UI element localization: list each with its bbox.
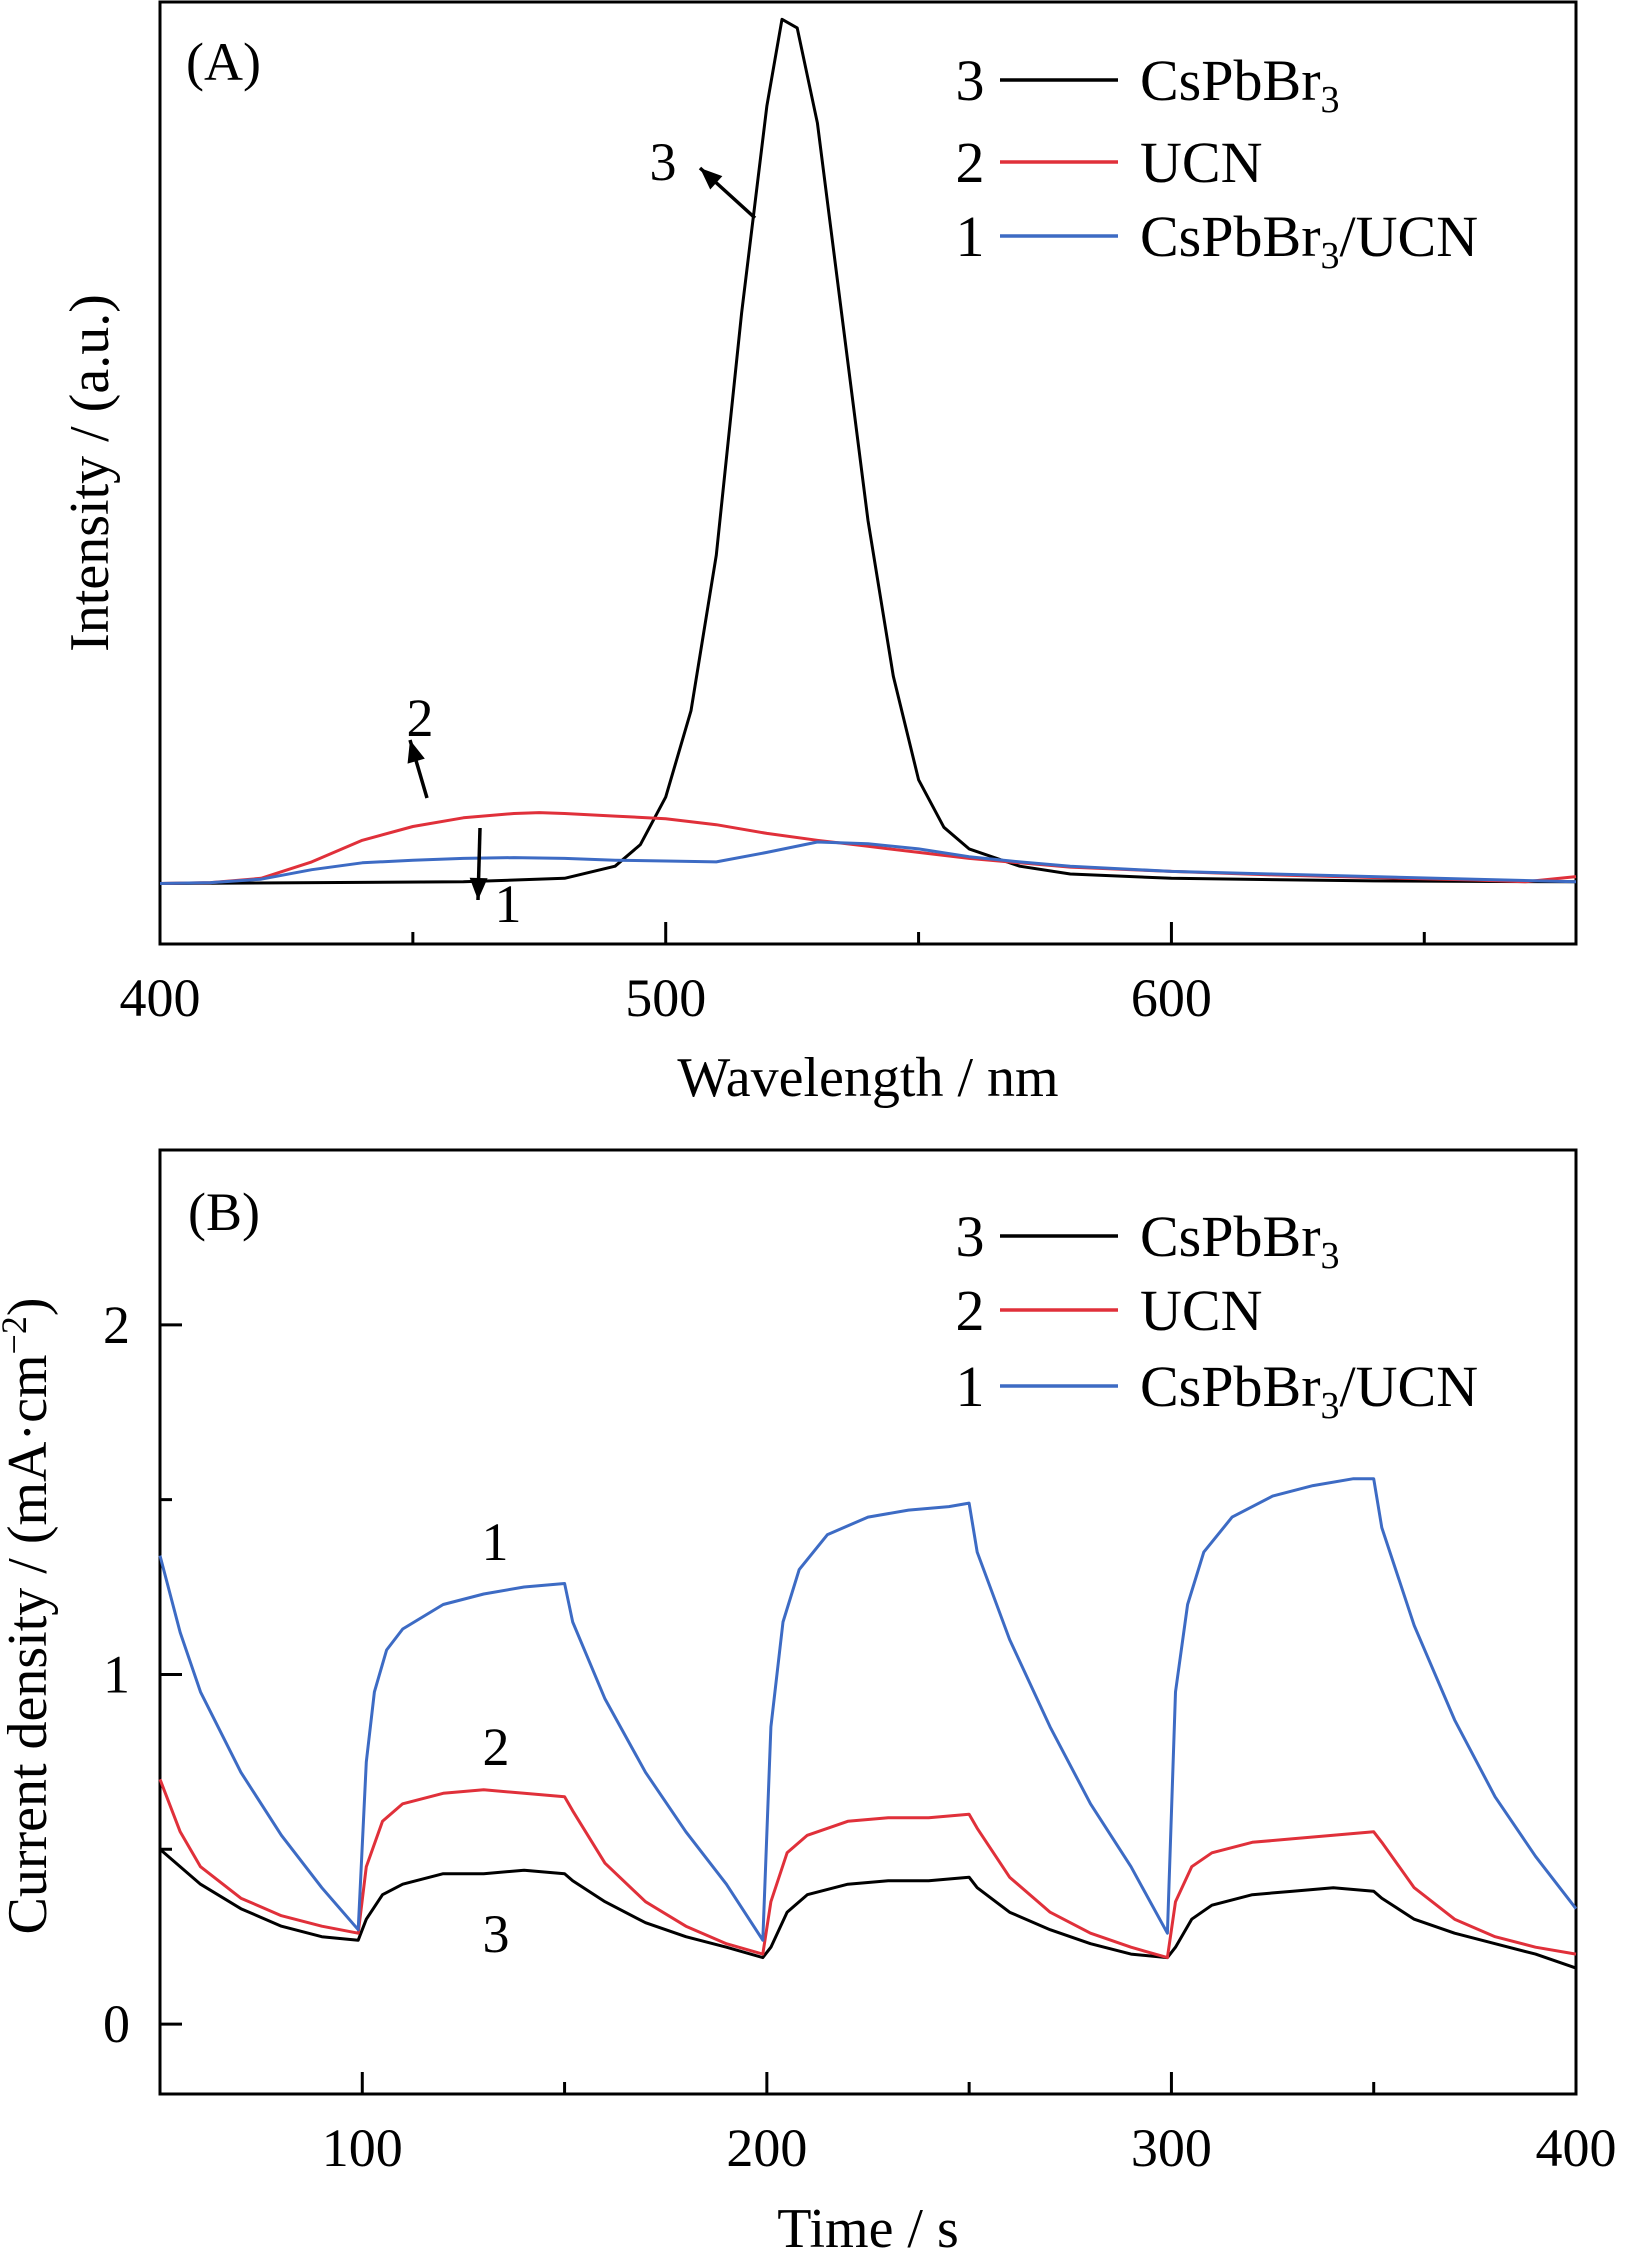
x-tick-label: 200 (726, 2118, 807, 2178)
legend-label: CsPbBr3/UCN (1140, 1354, 1478, 1427)
legend-number: 2 (956, 1278, 985, 1343)
panel-a-plot-frame (158, 0, 1578, 946)
panel-b-ticks: 100 200 300 400 0 1 2 (103, 1295, 1617, 2178)
legend-label-subscript: 3 (1321, 1385, 1340, 1427)
curve-annotation-3: 3 (483, 1904, 510, 1964)
panel-b-y-axis-title-main: Current density / (mA·cm (0, 1354, 59, 1934)
panel-b-y-axis-title: Current density / (mA·cm−2) (0, 1297, 59, 1934)
series-line-3 (159, 1848, 1577, 1970)
panel-b-plot-frame (158, 1148, 1578, 2096)
legend-number: 3 (956, 1204, 985, 1269)
legend-number: 1 (956, 1354, 985, 1419)
legend-number: 2 (956, 130, 985, 195)
series-line-2 (158, 1778, 1577, 1960)
panel-a-ticks: 400 500 600 (120, 922, 1426, 1028)
legend-label-base: CsPbBr (1140, 1204, 1321, 1269)
x-tick-label: 100 (322, 2118, 403, 2178)
legend-label-subscript: 3 (1321, 79, 1340, 121)
x-tick-label: 600 (1131, 968, 1212, 1028)
x-tick-label: 500 (625, 968, 706, 1028)
x-tick-label: 400 (1536, 2118, 1617, 2178)
legend-label-subscript: 3 (1321, 1235, 1340, 1277)
y-tick-label: 2 (103, 1295, 130, 1355)
y-tick-label: 0 (103, 1994, 130, 2054)
legend-label: CsPbBr3/UCN (1140, 204, 1478, 277)
annotation-arrow-head (469, 877, 488, 900)
curve-annotation-2: 2 (483, 1717, 510, 1777)
series-line-1 (159, 840, 1577, 885)
panel-a-label: (A) (186, 32, 261, 92)
annotation-arrow-head (407, 740, 425, 764)
legend-label-subscript: 3 (1321, 235, 1340, 277)
legend-label: UCN (1140, 130, 1262, 195)
panel-b-series (158, 1477, 1578, 1970)
panel-a-series (159, 17, 1577, 885)
series-line-2 (159, 811, 1577, 885)
panel-a-annotations: 3 2 1 (407, 132, 757, 934)
series-line-3 (159, 17, 1577, 885)
x-tick-label: 400 (120, 968, 201, 1028)
panel-b-y-axis-title-sup: −2 (0, 1316, 34, 1354)
legend-label-rest: /UCN (1340, 1354, 1479, 1419)
panel-b-annotations: 1 2 3 (482, 1512, 510, 1964)
curve-annotation-1: 1 (482, 1512, 509, 1572)
curve-annotation-3: 3 (650, 132, 677, 192)
legend-label-rest: /UCN (1340, 204, 1479, 269)
legend-label: UCN (1140, 1278, 1262, 1343)
panel-b-label: (B) (188, 1182, 260, 1242)
panel-a-spectrum-chart: (A) Wavelength / nm Intensity / (a.u.) 4… (59, 0, 1578, 1109)
panel-a-x-axis-title: Wavelength / nm (677, 1047, 1058, 1109)
annotation-arrow-head (700, 168, 723, 190)
panel-b-y-axis-title-tail: ) (0, 1297, 59, 1316)
panel-b-x-axis-title: Time / s (777, 2198, 959, 2252)
panel-a-y-axis-title: Intensity / (a.u.) (59, 294, 121, 652)
curve-annotation-1: 1 (495, 874, 522, 934)
y-tick-label: 1 (103, 1644, 130, 1704)
x-tick-label: 300 (1131, 2118, 1212, 2178)
legend-number: 1 (956, 204, 985, 269)
series-line-1 (158, 1477, 1578, 1942)
legend-label-base: CsPbBr (1140, 48, 1321, 113)
legend-label: CsPbBr3 (1140, 1204, 1340, 1277)
legend-label-base: CsPbBr (1140, 204, 1321, 269)
panel-b-photocurrent-chart: (B) Time / s Current density / (mA·cm−2)… (0, 1148, 1617, 2252)
legend-number: 3 (956, 48, 985, 113)
legend-label: CsPbBr3 (1140, 48, 1340, 121)
curve-annotation-2: 2 (407, 688, 434, 748)
legend-label-base: CsPbBr (1140, 1354, 1321, 1419)
